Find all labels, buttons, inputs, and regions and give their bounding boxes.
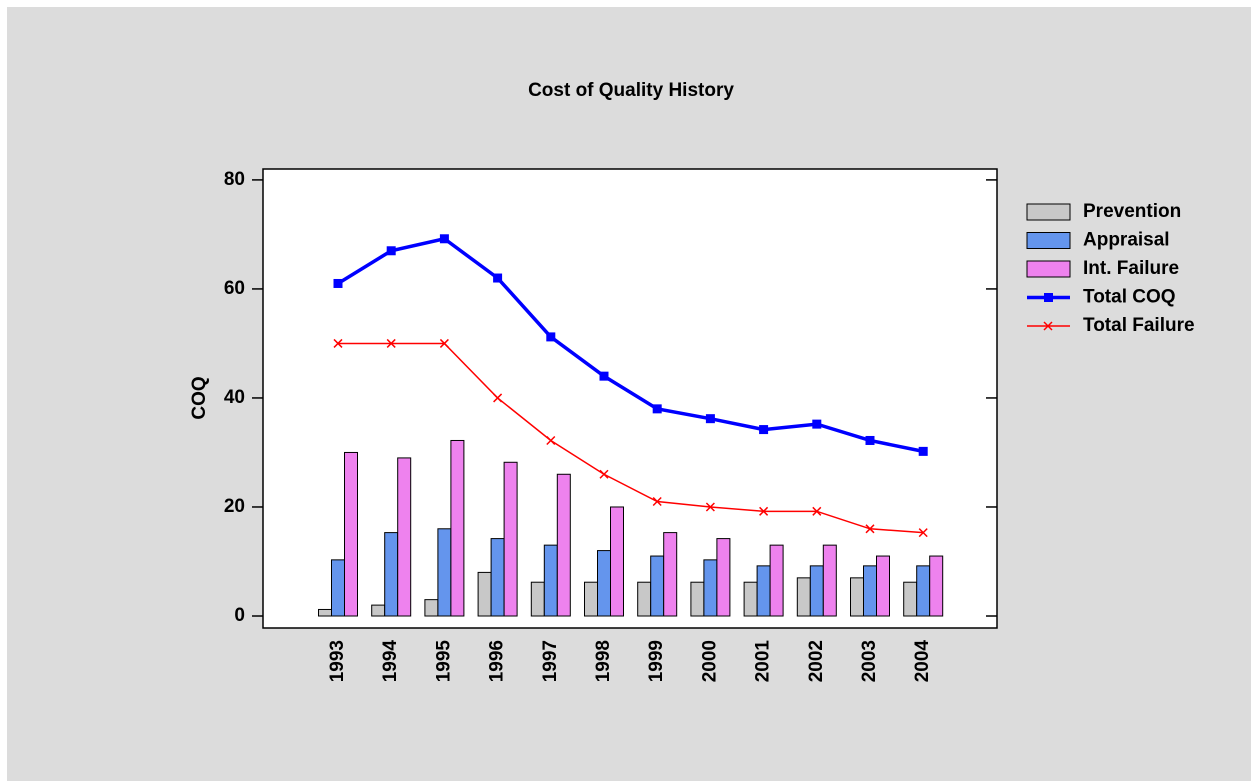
line bbox=[338, 342, 924, 534]
x-tick-label: 1994 bbox=[380, 640, 401, 683]
x-tick-label: 2002 bbox=[806, 640, 827, 682]
bar bbox=[556, 473, 571, 617]
marker bbox=[386, 338, 396, 348]
bar bbox=[663, 532, 678, 617]
marker bbox=[812, 506, 822, 516]
legend-swatch bbox=[1026, 260, 1071, 278]
x-tick-label: 1997 bbox=[540, 640, 561, 682]
bar bbox=[822, 544, 837, 617]
marker bbox=[439, 234, 449, 244]
legend-label: Total Failure bbox=[1083, 315, 1195, 336]
bar bbox=[916, 565, 931, 617]
bar bbox=[318, 608, 332, 617]
marker bbox=[333, 278, 343, 288]
marker bbox=[599, 371, 609, 381]
y-tick-label: 40 bbox=[224, 387, 245, 408]
marker bbox=[812, 419, 822, 429]
legend-label: Total COQ bbox=[1083, 287, 1176, 308]
marker bbox=[493, 393, 503, 403]
bar bbox=[809, 565, 824, 617]
bar bbox=[716, 538, 731, 617]
marker bbox=[759, 506, 769, 516]
bar bbox=[637, 581, 652, 617]
legend-swatch bbox=[1026, 232, 1071, 249]
x-tick-label: 2000 bbox=[699, 640, 720, 682]
y-tick-label: 0 bbox=[234, 605, 245, 626]
marker bbox=[652, 404, 662, 414]
bar bbox=[876, 555, 890, 617]
line bbox=[337, 236, 924, 454]
marker bbox=[546, 435, 556, 446]
marker bbox=[759, 425, 769, 435]
bar bbox=[424, 599, 439, 617]
legend-label: Prevention bbox=[1083, 201, 1181, 222]
bar bbox=[650, 555, 665, 617]
x-tick-label: 1999 bbox=[646, 640, 667, 682]
x-tick-label: 2004 bbox=[912, 640, 933, 683]
bar bbox=[437, 528, 452, 617]
x-tick-label: 1996 bbox=[487, 640, 508, 682]
bar bbox=[743, 581, 758, 617]
legend-swatch bbox=[1026, 203, 1071, 221]
bar bbox=[769, 544, 784, 617]
marker bbox=[546, 332, 556, 342]
marker bbox=[705, 502, 715, 512]
x-tick-label: 1998 bbox=[593, 640, 614, 682]
marker bbox=[918, 446, 928, 456]
bar bbox=[543, 544, 558, 617]
legend-label: Appraisal bbox=[1083, 230, 1170, 251]
bar bbox=[929, 555, 944, 617]
marker bbox=[439, 338, 449, 348]
bar bbox=[371, 604, 386, 617]
x-tick-label: 2001 bbox=[753, 640, 774, 683]
marker bbox=[918, 528, 928, 538]
bar bbox=[490, 538, 505, 617]
marker bbox=[333, 338, 343, 348]
legend-marker bbox=[1043, 321, 1053, 331]
marker bbox=[865, 524, 875, 534]
bar bbox=[331, 559, 345, 617]
marker bbox=[493, 273, 503, 283]
y-axis-label: COQ bbox=[189, 376, 210, 419]
marker bbox=[599, 469, 609, 479]
x-tick-label: 1995 bbox=[433, 640, 454, 683]
y-tick-label: 20 bbox=[224, 496, 245, 517]
bar bbox=[863, 565, 877, 617]
marker bbox=[652, 496, 662, 507]
bar bbox=[477, 571, 492, 617]
x-tick-label: 1993 bbox=[327, 640, 348, 682]
y-tick-label: 80 bbox=[224, 169, 245, 190]
bar bbox=[503, 461, 518, 617]
legend-label: Int. Failure bbox=[1083, 258, 1179, 279]
marker bbox=[705, 414, 715, 424]
bar bbox=[703, 559, 718, 617]
marker bbox=[386, 246, 396, 256]
bar bbox=[597, 550, 611, 617]
bar bbox=[690, 581, 705, 617]
y-tick-label: 60 bbox=[224, 278, 245, 299]
bar bbox=[450, 439, 465, 617]
bar bbox=[384, 532, 399, 617]
bar bbox=[530, 581, 545, 617]
bar bbox=[796, 577, 811, 617]
bar bbox=[397, 457, 412, 617]
legend-marker bbox=[1044, 293, 1053, 302]
bar bbox=[344, 451, 358, 617]
marker bbox=[865, 435, 875, 445]
bar bbox=[584, 581, 598, 617]
chart-title: Cost of Quality History bbox=[528, 80, 734, 101]
bar bbox=[850, 577, 864, 617]
bar bbox=[610, 506, 624, 617]
x-tick-label: 2003 bbox=[859, 640, 880, 682]
bar bbox=[903, 581, 918, 617]
bar bbox=[756, 565, 771, 617]
